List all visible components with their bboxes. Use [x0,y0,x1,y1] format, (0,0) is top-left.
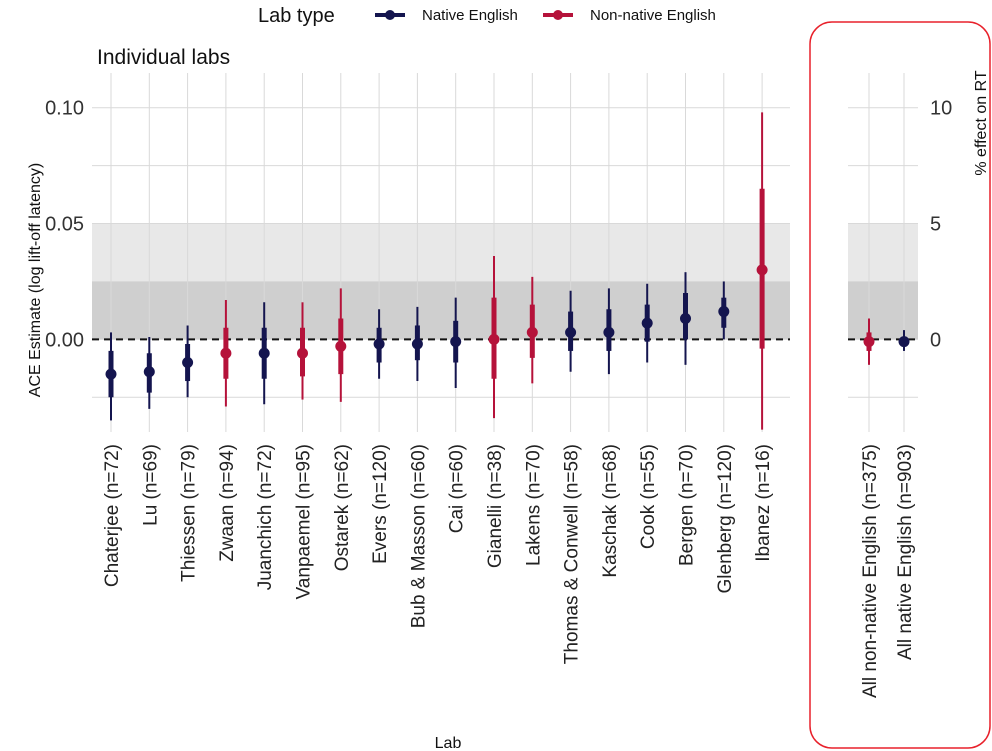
y-right-tick-label: 0 [930,329,941,351]
point-estimate-0 [863,336,875,348]
y-right-tick-label: 10 [930,98,952,120]
shaded-band-1 [848,223,918,282]
panel-summary: All non-native English (n=375) All native… [848,73,918,698]
category-label: Lakens (n=70) [523,444,544,566]
category-label: Evers (n=120) [370,444,391,564]
category-label: Cai (n=60) [447,444,468,533]
point-estimate-7 [373,338,385,350]
category-label: Vanpaemel (n=95) [294,444,315,599]
point-estimate-5 [297,347,308,359]
category-label: Thomas & Conwell (n=58) [562,444,583,664]
category-label: All non-native English (n=375) [860,444,881,698]
point-estimate-1 [898,336,910,348]
shaded-band-1 [92,223,790,282]
point-estimate-15 [680,313,691,325]
category-label: Bergen (n=70) [677,444,698,566]
point-estimate-14 [641,317,653,329]
y-tick-label: 0.05 [45,214,84,236]
panel-individual-labs: Chaterjee (n=72) Lu (n=69) Thiessen (n=79)… [92,73,790,664]
summary-highlight-box [809,21,991,749]
point-estimate-8 [411,338,423,350]
point-estimate-17 [756,264,768,276]
point-estimate-10 [488,333,500,345]
category-label: Thiessen (n=79) [179,444,200,582]
category-label: Juanchich (n=72) [255,444,276,590]
legend: Lab type Native English Non-native Engli… [258,5,716,27]
point-estimate-6 [335,340,347,352]
y-axis-title: ACE Estimate (log lift-off latency) [27,163,44,397]
category-label: Glenberg (n=120) [715,444,736,593]
y-right-tick-label: 5 [930,214,941,236]
y-tick-label: 0.00 [45,329,84,351]
point-estimate-9 [450,336,462,348]
y-axis-left: 0.00 0.05 0.10 [45,98,84,352]
legend-title: Lab type [258,5,335,27]
shaded-band-0 [92,281,790,340]
legend-key-nonnative-dot [553,10,563,20]
legend-label-nonnative: Non-native English [590,7,716,24]
category-label: All native English (n=903) [895,444,916,660]
point-estimate-4 [258,347,270,359]
category-label: Lu (n=69) [140,444,161,526]
point-estimate-1 [143,366,155,378]
point-estimate-11 [526,326,538,338]
point-estimate-2 [182,357,194,369]
x-axis-title: Lab [435,735,462,751]
y-tick-label: 0.10 [45,98,84,120]
category-label: Chaterjee (n=72) [102,444,123,587]
category-label: Zwaan (n=94) [217,444,238,562]
point-estimate-3 [220,347,232,359]
category-label: Ostarek (n=62) [332,444,353,571]
point-estimate-12 [565,326,577,338]
panel-title-individual-labs: Individual labs [97,46,230,69]
point-estimate-13 [603,326,615,338]
y-axis-right-title: % effect on RT [973,70,990,175]
category-label: Gianelli (n=38) [485,444,506,568]
category-label: Bub & Masson (n=60) [408,444,429,628]
y-axis-right: 0 5 10 [930,98,952,352]
category-label: Cook (n=55) [638,444,659,549]
legend-key-native-dot [385,10,395,20]
legend-label-native: Native English [422,7,518,24]
category-label: Kaschak (n=68) [600,444,621,578]
point-estimate-16 [718,306,730,318]
category-label: Ibanez (n=16) [753,444,774,562]
point-estimate-0 [105,368,117,380]
shaded-band-0 [848,281,918,340]
